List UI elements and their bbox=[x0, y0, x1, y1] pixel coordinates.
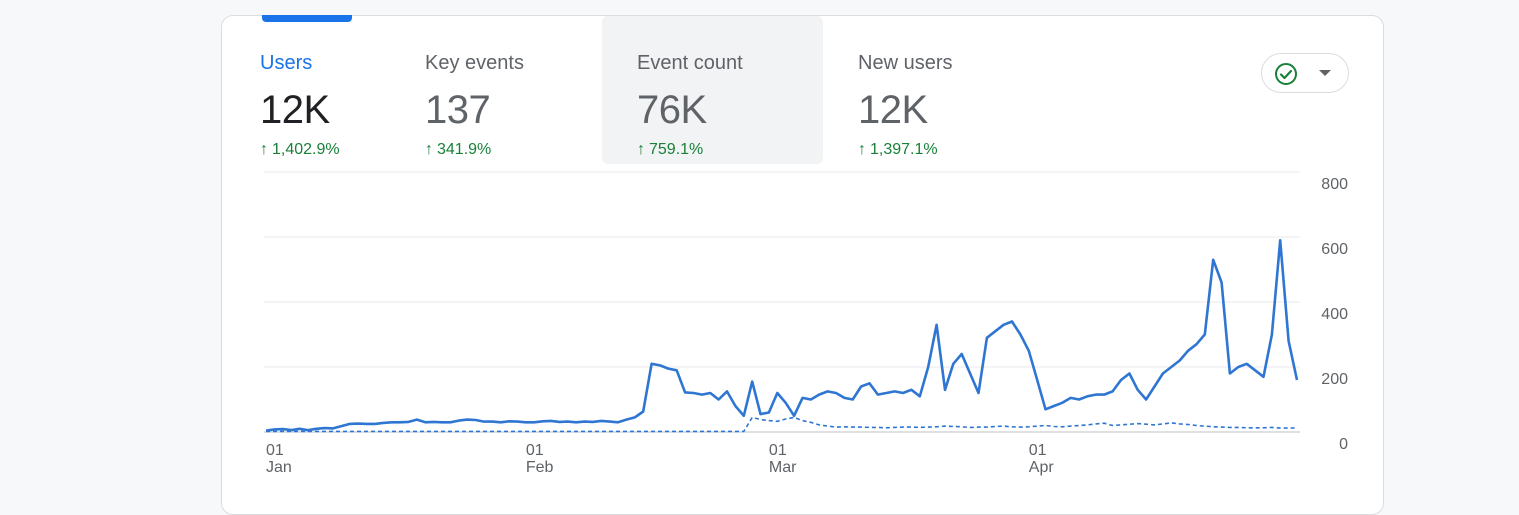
y-tick-label: 0 bbox=[1339, 436, 1348, 453]
y-tick-label: 600 bbox=[1321, 241, 1348, 258]
metric-label: Users bbox=[260, 52, 313, 74]
caret-down-icon bbox=[1319, 70, 1331, 76]
metric-value: 76K bbox=[637, 88, 707, 132]
chart-series bbox=[265, 239, 1299, 433]
check-circle-icon bbox=[1275, 63, 1297, 85]
metric-label: Key events bbox=[425, 52, 524, 74]
metric-label: New users bbox=[858, 52, 953, 74]
metric-change: ↑ 759.1% bbox=[637, 141, 703, 159]
arrow-up-icon: ↑ bbox=[858, 141, 866, 158]
y-tick-label: 800 bbox=[1321, 176, 1348, 193]
metric-tab-event-count[interactable]: Event count 76K ↑ 759.1% bbox=[602, 16, 823, 164]
x-tick-month: Jan bbox=[266, 459, 292, 476]
metric-change: ↑ 1,402.9% bbox=[260, 141, 340, 159]
arrow-up-icon: ↑ bbox=[637, 141, 645, 158]
y-tick-label: 400 bbox=[1321, 306, 1348, 323]
metric-change-value: 759.1% bbox=[649, 141, 704, 158]
arrow-up-icon: ↑ bbox=[425, 141, 433, 158]
x-tick-month: Apr bbox=[1029, 459, 1055, 476]
metric-value: 12K bbox=[858, 88, 928, 132]
x-tick-day: 01 bbox=[266, 442, 284, 459]
metric-tab-new-users[interactable]: New users 12K ↑ 1,397.1% bbox=[820, 16, 1040, 164]
x-tick-month: Mar bbox=[769, 459, 797, 476]
active-tab-indicator bbox=[262, 15, 352, 22]
metric-tab-users[interactable]: Users 12K ↑ 1,402.9% bbox=[222, 16, 422, 164]
chart-grid bbox=[264, 171, 1300, 433]
metric-change: ↑ 341.9% bbox=[425, 141, 491, 159]
y-tick-label: 200 bbox=[1321, 371, 1348, 388]
series-line-comparison bbox=[266, 416, 1298, 433]
compare-dropdown-button[interactable] bbox=[1261, 53, 1349, 93]
x-tick-day: 01 bbox=[526, 442, 544, 459]
metric-change-value: 1,402.9% bbox=[272, 141, 340, 158]
series-line-main bbox=[265, 239, 1299, 432]
metric-value: 12K bbox=[260, 88, 330, 132]
arrow-up-icon: ↑ bbox=[260, 141, 268, 158]
metric-tab-key-events[interactable]: Key events 137 ↑ 341.9% bbox=[387, 16, 597, 164]
metric-change-value: 341.9% bbox=[437, 141, 492, 158]
metric-label: Event count bbox=[637, 52, 743, 74]
metric-change-value: 1,397.1% bbox=[870, 141, 938, 158]
x-tick-day: 01 bbox=[1029, 442, 1047, 459]
y-axis-ticks: 0 200 400 600 800 bbox=[1321, 176, 1348, 453]
metric-value: 137 bbox=[425, 88, 491, 132]
x-tick-month: Feb bbox=[526, 459, 554, 476]
x-tick-day: 01 bbox=[769, 442, 787, 459]
metric-change: ↑ 1,397.1% bbox=[858, 141, 938, 159]
